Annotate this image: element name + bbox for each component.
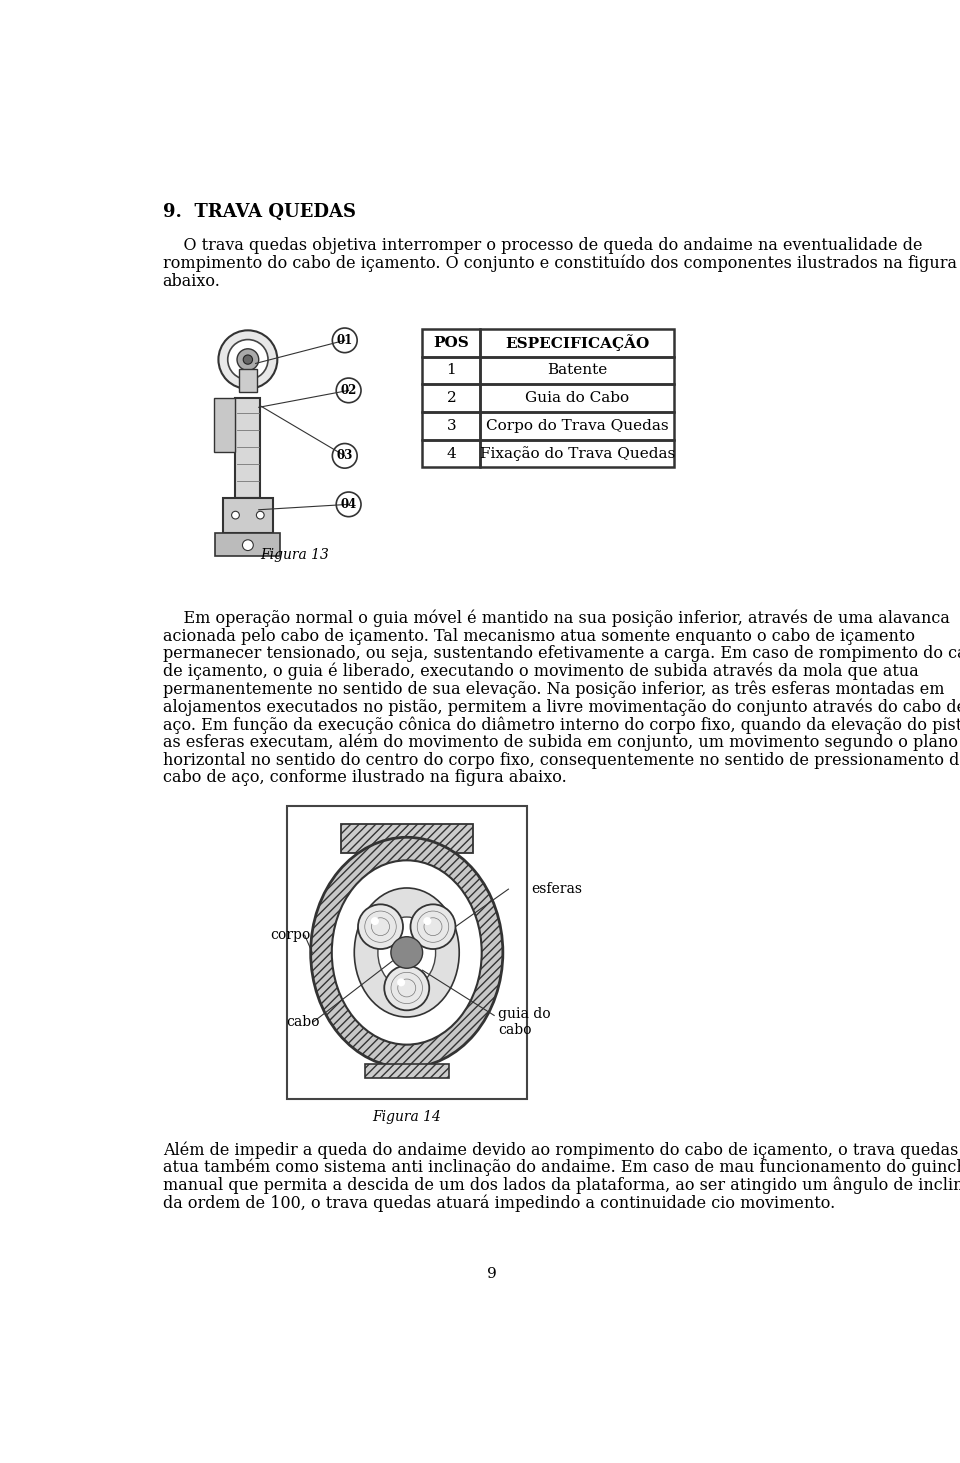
Text: horizontal no sentido do centro do corpo fixo, consequentemente no sentido de pr: horizontal no sentido do centro do corpo… [162, 752, 960, 768]
Text: 01: 01 [337, 334, 353, 347]
Text: da ordem de 100, o trava quedas atuará impedindo a continuidade cio movimento.: da ordem de 100, o trava quedas atuará i… [162, 1194, 835, 1211]
Text: 9.  TRAVA QUEDAS: 9. TRAVA QUEDAS [162, 202, 355, 221]
Circle shape [231, 511, 239, 519]
Circle shape [332, 328, 357, 353]
Bar [422, 385, 480, 413]
Bar [422, 329, 480, 357]
Ellipse shape [311, 837, 503, 1068]
Bar [480, 385, 674, 413]
Circle shape [411, 904, 455, 949]
Circle shape [256, 511, 264, 519]
Text: abaixo.: abaixo. [162, 272, 221, 290]
Circle shape [384, 966, 429, 1011]
Bar [422, 357, 480, 385]
Text: permanentemente no sentido de sua elevação. Na posição inferior, as três esferas: permanentemente no sentido de sua elevaç… [162, 680, 944, 698]
Text: 04: 04 [341, 497, 357, 511]
Bar [480, 357, 674, 385]
Bar [422, 413, 480, 440]
Text: manual que permita a descida de um dos lados da plataforma, ao ser atingido um â: manual que permita a descida de um dos l… [162, 1176, 960, 1194]
Bar [341, 824, 473, 853]
Circle shape [336, 492, 361, 516]
Ellipse shape [378, 917, 436, 988]
Text: aço. Em função da execução cônica do diâmetro interno do corpo fixo, quando da e: aço. Em função da execução cônica do diâ… [162, 715, 960, 733]
Text: 9: 9 [487, 1267, 497, 1280]
Text: de içamento, o guia é liberado, executando o movimento de subida através da mola: de içamento, o guia é liberado, executan… [162, 663, 919, 680]
Text: Figura 14: Figura 14 [372, 1110, 442, 1125]
Text: corpo: corpo [270, 928, 310, 942]
Ellipse shape [354, 888, 459, 1017]
Circle shape [371, 917, 379, 925]
Text: O trava quedas objetiva interromper o processo de queda do andaime na eventualid: O trava quedas objetiva interromper o pr… [162, 237, 923, 255]
Bar [480, 413, 674, 440]
Text: cabo: cabo [287, 1015, 320, 1028]
Bar [215, 533, 280, 556]
Text: Corpo do Trava Quedas: Corpo do Trava Quedas [486, 418, 668, 433]
Text: 4: 4 [446, 446, 456, 461]
Bar [480, 329, 674, 357]
Text: Guia do Cabo: Guia do Cabo [525, 391, 630, 405]
Circle shape [243, 356, 252, 364]
Text: alojamentos executados no pistão, permitem a livre movimentação do conjunto atra: alojamentos executados no pistão, permit… [162, 698, 960, 715]
Circle shape [358, 904, 403, 949]
Text: rompimento do cabo de içamento. O conjunto e constituído dos componentes ilustra: rompimento do cabo de içamento. O conjun… [162, 255, 956, 272]
Circle shape [332, 443, 357, 468]
Circle shape [243, 540, 253, 550]
Text: Figura 13: Figura 13 [260, 549, 329, 562]
Circle shape [397, 979, 405, 986]
Text: 1: 1 [446, 363, 456, 377]
Text: as esferas executam, além do movimento de subida em conjunto, um movimento segun: as esferas executam, além do movimento d… [162, 734, 958, 752]
Text: atua também como sistema anti inclinação do andaime. Em caso de mau funcionament: atua também como sistema anti inclinação… [162, 1159, 960, 1176]
Bar [214, 398, 235, 452]
Circle shape [228, 339, 268, 379]
Text: cabo de aço, conforme ilustrado na figura abaixo.: cabo de aço, conforme ilustrado na figur… [162, 770, 566, 786]
Text: acionada pelo cabo de içamento. Tal mecanismo atua somente enquanto o cabo de iç: acionada pelo cabo de içamento. Tal meca… [162, 628, 915, 645]
Text: esferas: esferas [532, 882, 583, 897]
Bar [235, 398, 260, 499]
Circle shape [391, 936, 422, 969]
Bar [422, 440, 480, 467]
Bar [287, 806, 527, 1099]
Text: 2: 2 [446, 391, 456, 405]
Bar [223, 499, 273, 533]
Bar [365, 1064, 448, 1078]
Text: Além de impedir a queda do andaime devido ao rompimento do cabo de içamento, o t: Além de impedir a queda do andaime devid… [162, 1141, 958, 1159]
Text: permanecer tensionado, ou seja, sustentando efetivamente a carga. Em caso de rom: permanecer tensionado, ou seja, sustenta… [162, 645, 960, 663]
Text: ESPECIFICAÇÃO: ESPECIFICAÇÃO [505, 334, 649, 351]
Circle shape [423, 917, 431, 925]
Text: Em operação normal o guia móvel é mantido na sua posição inferior, através de um: Em operação normal o guia móvel é mantid… [162, 610, 949, 628]
Text: 02: 02 [341, 383, 357, 396]
Text: 03: 03 [337, 449, 353, 462]
Text: guia do
cabo: guia do cabo [498, 1007, 551, 1037]
Circle shape [336, 377, 361, 402]
Circle shape [219, 331, 277, 389]
Text: POS: POS [433, 335, 469, 350]
Text: 3: 3 [446, 418, 456, 433]
Bar [480, 440, 674, 467]
Ellipse shape [332, 860, 482, 1045]
Text: Batente: Batente [547, 363, 608, 377]
Bar [239, 369, 257, 392]
Text: Fixação do Trava Quedas: Fixação do Trava Quedas [480, 446, 675, 461]
Circle shape [237, 348, 259, 370]
